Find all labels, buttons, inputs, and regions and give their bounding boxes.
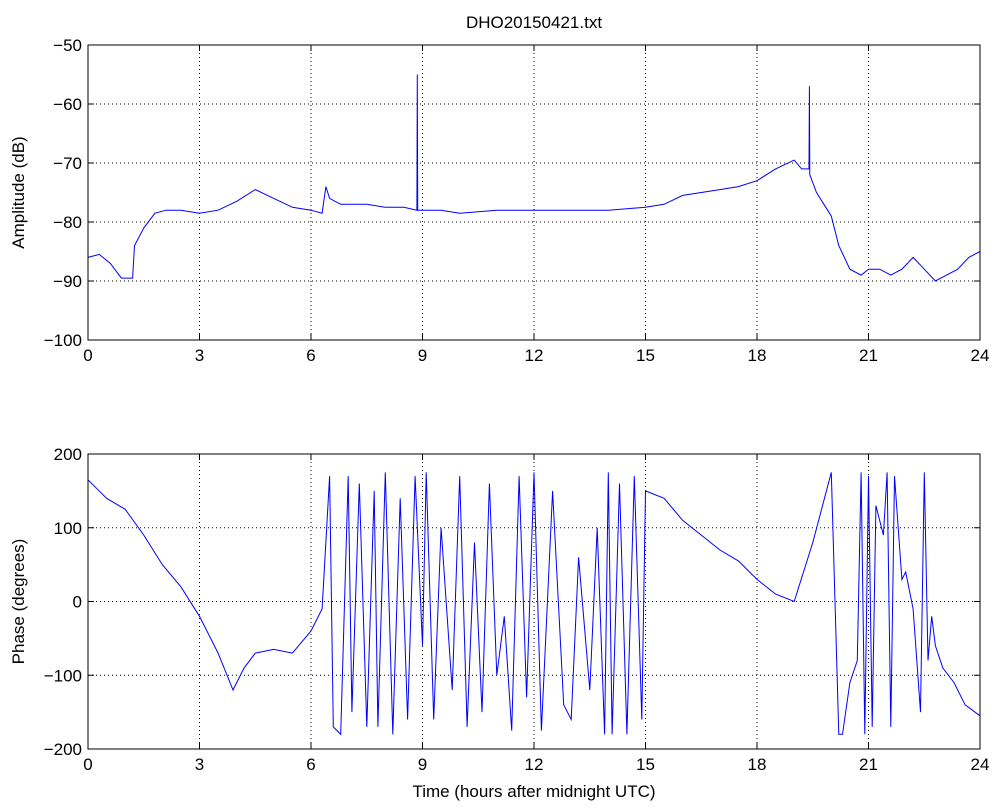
amplitude-x-tick-label: 24 — [971, 346, 990, 365]
phase-x-tick-label: 0 — [83, 755, 92, 774]
phase-x-tick-label: 3 — [195, 755, 204, 774]
phase-x-tick-label: 9 — [418, 755, 427, 774]
amplitude-y-tick-label: −90 — [53, 272, 82, 291]
amplitude-x-tick-label: 15 — [636, 346, 655, 365]
amplitude-y-tick-label: −50 — [53, 36, 82, 55]
phase-y-tick-label: 0 — [73, 593, 82, 612]
phase-x-tick-label: 15 — [636, 755, 655, 774]
amplitude-x-tick-label: 3 — [195, 346, 204, 365]
amplitude-x-tick-label: 6 — [306, 346, 315, 365]
phase-y-tick-label: −100 — [44, 666, 82, 685]
phase-ticks: 0 3 6 9 12 15 18 21 24 −200 −100 0 100 200 — [44, 445, 990, 774]
phase-series — [87, 472, 981, 736]
amplitude-y-tick-label: −70 — [53, 154, 82, 173]
phase-x-axis-label: Time (hours after midnight UTC) — [412, 782, 655, 801]
amplitude-series — [87, 74, 981, 282]
amplitude-x-tick-label: 0 — [83, 346, 92, 365]
phase-x-tick-label: 6 — [306, 755, 315, 774]
phase-x-tick-label: 18 — [748, 755, 767, 774]
amplitude-x-tick-label: 18 — [748, 346, 767, 365]
amplitude-y-tick-label: −100 — [44, 331, 82, 350]
phase-y-tick-label: −200 — [44, 740, 82, 759]
amplitude-x-tick-label: 9 — [418, 346, 427, 365]
phase-y-tick-label: 200 — [54, 445, 82, 464]
amplitude-y-axis-label: Amplitude (dB) — [9, 136, 28, 248]
amplitude-x-tick-label: 12 — [525, 346, 544, 365]
amplitude-x-tick-label: 21 — [859, 346, 878, 365]
amplitude-plot: 0 3 6 9 12 15 18 21 24 −100 −90 −80 −70 −60 −50 DHO201… — [9, 13, 989, 365]
phase-y-tick-label: 100 — [54, 519, 82, 538]
amplitude-y-tick-label: −80 — [53, 213, 82, 232]
phase-x-tick-label: 24 — [971, 755, 990, 774]
phase-x-tick-label: 12 — [525, 755, 544, 774]
phase-grid — [88, 454, 980, 749]
phase-x-tick-label: 21 — [859, 755, 878, 774]
phase-series-line — [87, 472, 981, 736]
amplitude-y-tick-label: −60 — [53, 95, 82, 114]
amplitude-plot-title: DHO20150421.txt — [466, 13, 602, 32]
amplitude-series-line — [87, 74, 981, 282]
phase-y-axis-label: Phase (degrees) — [9, 539, 28, 665]
phase-plot: 0 3 6 9 12 15 18 21 24 −200 −100 0 100 200 Time (hour… — [9, 445, 989, 801]
amplitude-ticks: 0 3 6 9 12 15 18 21 24 −100 −90 −80 −70 −60 −50 — [44, 36, 990, 365]
amplitude-grid — [88, 45, 980, 340]
